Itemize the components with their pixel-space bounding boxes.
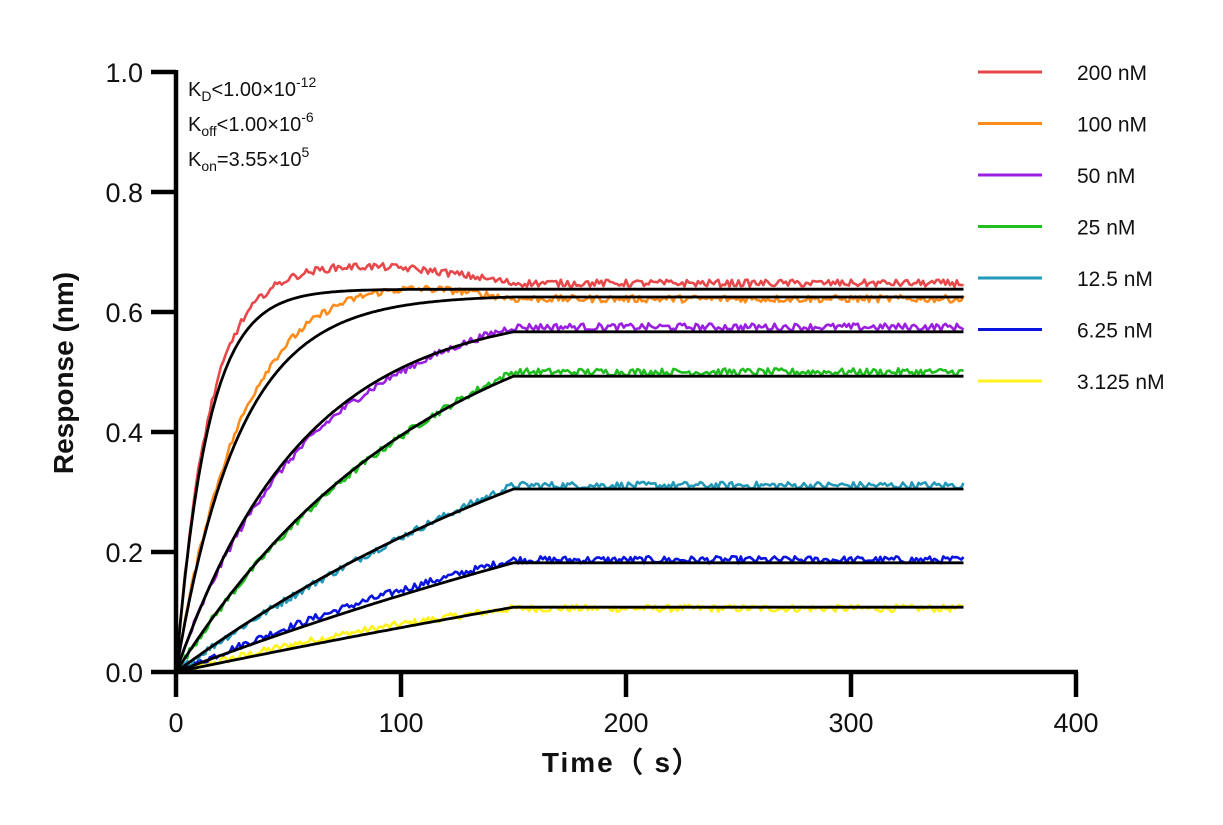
legend-label: 50 nM [1077, 165, 1135, 188]
legend-label: 6.25 nM [1077, 320, 1153, 343]
y-tick-label: 1.0 [105, 58, 143, 88]
data-trace-50-nM [174, 322, 965, 673]
x-tick-label: 100 [378, 708, 423, 738]
kd-annotation: KD<1.00×10-12 [188, 74, 316, 104]
fit-curves [174, 287, 964, 674]
data-traces [174, 261, 965, 674]
y-tick-label: 0.2 [105, 538, 143, 568]
axes: 0.0 0.2 0.4 0.6 0.8 1.0 0 100 200 300 400 [105, 58, 1098, 738]
fit-curve-25-nM [174, 374, 964, 673]
koff-annotation: Koff<1.00×10-6 [188, 109, 314, 139]
legend-label: 3.125 nM [1077, 371, 1165, 394]
y-tick-label: 0.4 [105, 418, 143, 448]
x-tick-label: 400 [1053, 708, 1098, 738]
legend: 200 nM 100 nM 50 nM 25 nM 12.5 nM 6.25 nM 3.12… [978, 62, 1165, 394]
y-ticks: 0.0 0.2 0.4 0.6 0.8 1.0 [105, 58, 176, 688]
fit-curve-50-nM [174, 330, 964, 673]
y-tick-label: 0.8 [105, 178, 143, 208]
legend-label: 100 nM [1077, 114, 1147, 137]
y-axis-title: Response (nm) [48, 272, 79, 474]
y-tick-label: 0.6 [105, 298, 143, 328]
fit-curve-200-nM [174, 287, 964, 673]
legend-label: 200 nM [1077, 62, 1147, 85]
data-trace-6_25-nM [175, 554, 965, 674]
data-trace-200-nM [174, 261, 964, 673]
x-tick-label: 200 [603, 708, 648, 738]
kinetic-constants: KD<1.00×10-12 Koff<1.00×10-6 Kon=3.55×10… [188, 74, 316, 174]
fit-curve-3_125-nM [175, 605, 964, 674]
legend-label: 25 nM [1077, 217, 1135, 240]
kon-annotation: Kon=3.55×105 [188, 144, 309, 174]
fit-curve-6_25-nM [175, 561, 964, 674]
x-tick-label: 0 [168, 708, 183, 738]
y-tick-label: 0.0 [105, 658, 143, 688]
data-trace-100-nM [174, 284, 965, 673]
x-axis-title: Time（ s） [542, 746, 702, 778]
x-tick-label: 300 [828, 708, 873, 738]
data-trace-3_125-nM [175, 603, 964, 674]
fit-curve-12_5-nM [175, 487, 964, 674]
x-ticks: 0 100 200 300 400 [168, 672, 1099, 738]
legend-label: 12.5 nM [1077, 268, 1153, 291]
fit-curve-100-nM [174, 295, 964, 673]
